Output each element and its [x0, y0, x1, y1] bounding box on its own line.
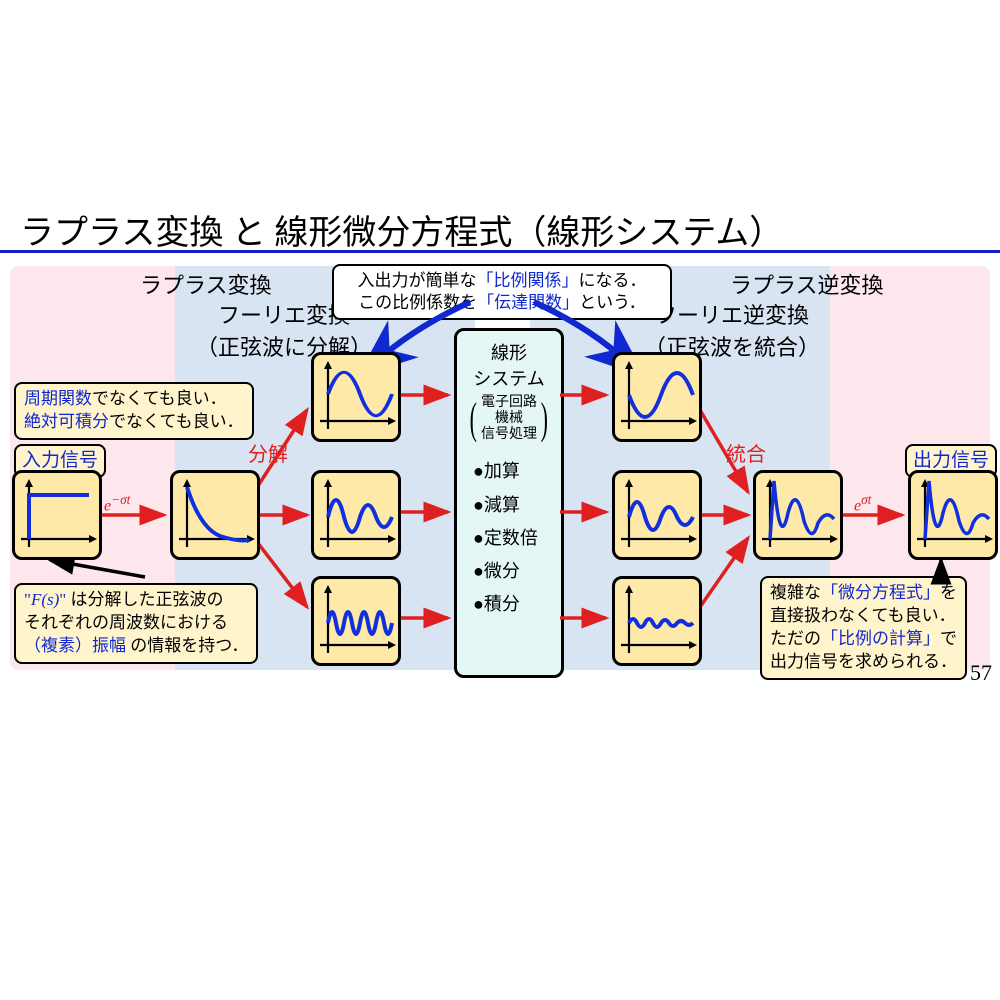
page-title: ラプラス変換 と 線形微分方程式（線形システム） [20, 205, 783, 254]
label-decomp: 分解 [248, 438, 288, 467]
sys-title: 線形 システム [461, 339, 557, 391]
formula-e-plus: eσt [854, 492, 871, 515]
note-top: 入出力が簡単な「比例関係」になる． この比例係数を「伝達関数」という． [332, 264, 672, 320]
slide: ラプラス変換 と 線形微分方程式（線形システム） ラプラス変換 フーリエ変換 （… [0, 200, 1000, 690]
note-left: 周期関数でなくても良い． 絶対可積分でなくても良い． [14, 382, 254, 440]
miniplot-sine2 [311, 470, 401, 560]
sys-ops: ●加算●減算●定数倍●微分●積分 [461, 455, 557, 621]
miniplot-output [908, 470, 998, 560]
miniplot-sine3 [311, 576, 401, 666]
sys-sub: 電子回路 機械 信号処理 [481, 395, 537, 443]
label-synth: 統合 [726, 438, 766, 467]
system-box: 線形 システム ( 電子回路 機械 信号処理 ) ●加算●減算●定数倍●微分●積… [454, 328, 564, 678]
paren-close: ) [541, 399, 548, 439]
note-br: 複雑な「微分方程式」を 直接扱わなくても良い． ただの「比例の計算」で 出力信号… [760, 576, 967, 680]
miniplot-out3 [612, 576, 702, 666]
sect-laplace: ラプラス変換 [140, 268, 272, 300]
miniplot-out1 [612, 352, 702, 442]
paren-open: ( [470, 399, 477, 439]
sect-inv-laplace: ラプラス逆変換 [730, 268, 884, 300]
miniplot-out2 [612, 470, 702, 560]
miniplot-decay [170, 470, 260, 560]
note-fs: "F(s)" は分解した正弦波の それぞれの周波数における （複素）振幅 の情報… [14, 583, 258, 664]
page-number: 57 [970, 660, 992, 686]
miniplot-sum [753, 470, 843, 560]
title-rule [0, 250, 1000, 253]
formula-e-minus: e−σt [104, 492, 130, 515]
miniplot-input-step [12, 470, 102, 560]
miniplot-sine1 [311, 352, 401, 442]
